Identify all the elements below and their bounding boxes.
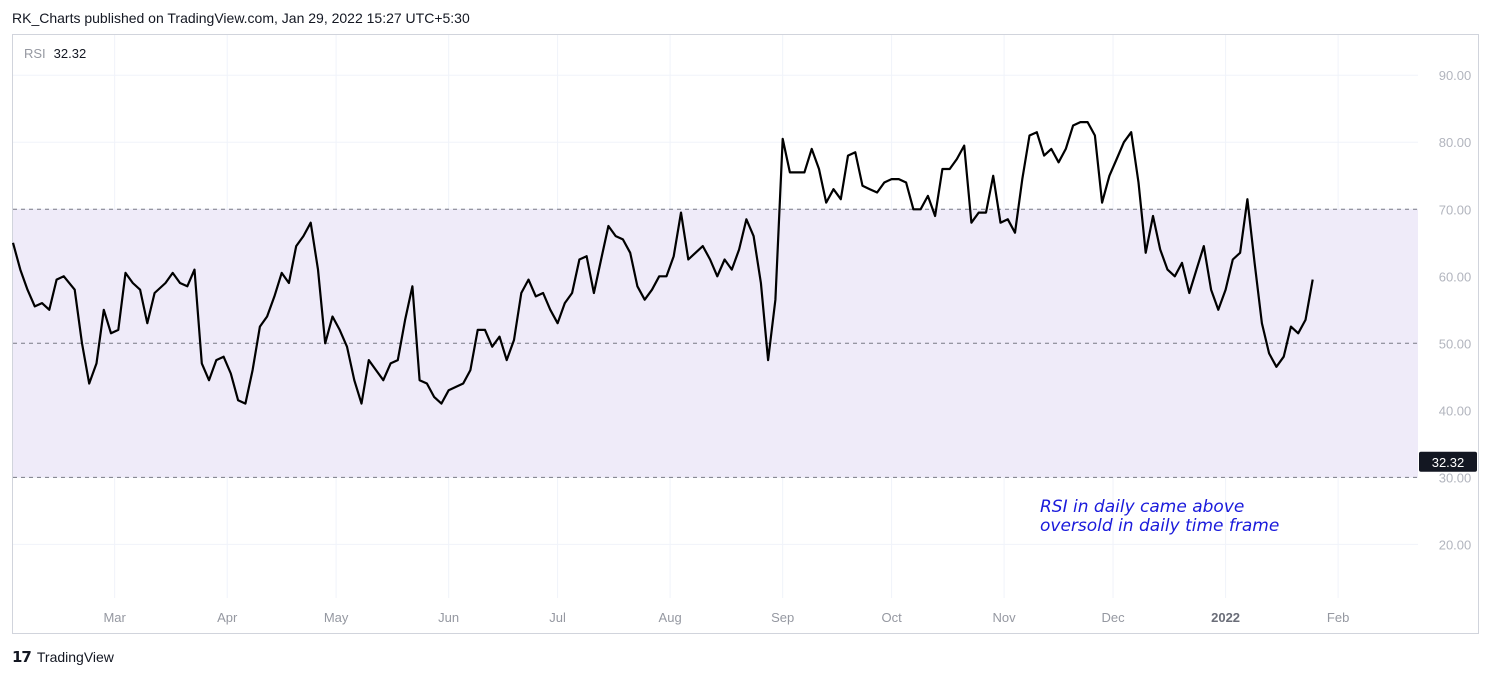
- x-tick-label: Jun: [438, 610, 459, 625]
- x-tick-label: Dec: [1101, 610, 1125, 625]
- x-tick-label: Aug: [659, 610, 682, 625]
- x-tick-label: Mar: [103, 610, 126, 625]
- last-value-label: 32.32: [1432, 455, 1465, 470]
- y-tick-label: 40.00: [1439, 403, 1472, 418]
- last-value-badge: 32.32: [1419, 451, 1477, 472]
- indicator-legend[interactable]: RSI 32.32: [24, 46, 86, 61]
- annotation-line-1: RSI in daily came above: [1040, 497, 1244, 517]
- brand-name: TradingView: [36, 649, 114, 665]
- x-tick-label: Sep: [771, 610, 794, 625]
- x-tick-label: May: [324, 610, 349, 625]
- publish-header: RK_Charts published on TradingView.com, …: [12, 10, 470, 26]
- x-tick-label: Nov: [993, 610, 1017, 625]
- x-tick-label: 2022: [1211, 610, 1240, 625]
- chart-frame: [12, 34, 1479, 634]
- y-axis: 90.00 80.00 70.00 60.00 50.00 40.00 30.00 20.00: [1439, 68, 1472, 552]
- y-tick-label: 70.00: [1439, 202, 1472, 217]
- x-tick-label: Apr: [217, 610, 238, 625]
- x-tick-label: Oct: [881, 610, 902, 625]
- y-tick-label: 90.00: [1439, 68, 1472, 83]
- reference-lines: [13, 208, 1418, 478]
- y-tick-label: 30.00: [1439, 470, 1472, 485]
- indicator-name: RSI: [24, 46, 46, 61]
- last-value-badge-bg: [1419, 451, 1477, 472]
- annotation-line-2: oversold in daily time frame: [1040, 516, 1279, 536]
- indicator-value: 32.32: [53, 46, 87, 61]
- x-tick-label: Jul: [549, 610, 566, 625]
- footer-brand[interactable]: 𝟭𝟳 TradingView: [12, 648, 114, 666]
- y-tick-label: 60.00: [1439, 269, 1472, 284]
- x-tick-label: Feb: [1327, 610, 1349, 625]
- y-tick-label: 50.00: [1439, 336, 1472, 351]
- y-tick-label: 80.00: [1439, 135, 1472, 150]
- y-tick-label: 20.00: [1439, 537, 1472, 552]
- tradingview-logo-icon: 𝟭𝟳: [12, 649, 32, 666]
- rsi-line: [11, 121, 1314, 405]
- x-axis: Mar Apr May Jun Jul Aug Sep Oct Nov Dec 2022 Feb: [103, 610, 1349, 625]
